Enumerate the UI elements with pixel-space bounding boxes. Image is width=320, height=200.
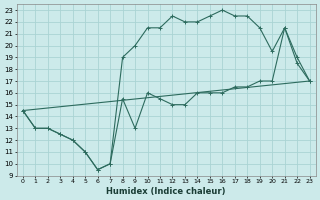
- X-axis label: Humidex (Indice chaleur): Humidex (Indice chaleur): [107, 187, 226, 196]
